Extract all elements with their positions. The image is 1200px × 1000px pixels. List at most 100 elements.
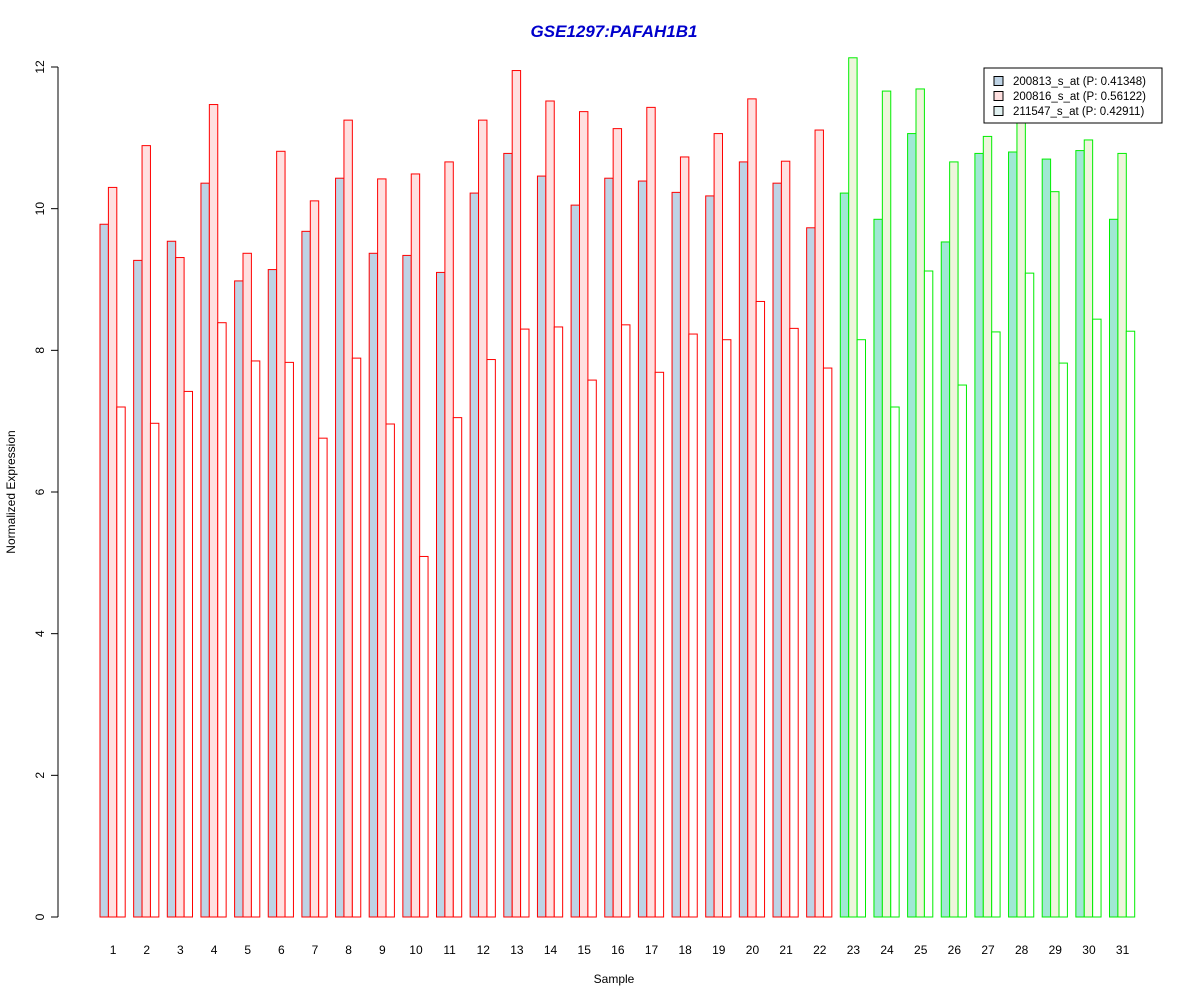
y-tick-label: 10: [33, 202, 47, 216]
bar-sample-3-series-3: [183, 390, 194, 918]
bar-sample-25-series-2: [915, 88, 925, 918]
x-tick-label: 13: [510, 943, 524, 957]
y-axis-label: Normalized Expression: [4, 430, 18, 553]
bar-sample-2-series-3: [149, 422, 160, 918]
bar-sample-13-series-2: [511, 70, 522, 918]
bar-sample-13-series-3: [520, 328, 530, 918]
bar-sample-29-series-3: [1058, 362, 1068, 918]
bar-sample-26-series-1: [940, 241, 951, 918]
bar-sample-19-series-1: [705, 195, 715, 918]
bar-sample-4-series-3: [217, 322, 227, 918]
x-tick-label: 20: [746, 943, 760, 957]
bar-sample-25-series-1: [907, 133, 917, 918]
bar-sample-16-series-3: [621, 324, 631, 918]
y-tick-label: 6: [33, 488, 47, 495]
bar-sample-24-series-3: [890, 406, 900, 918]
bar-sample-15-series-3: [587, 379, 597, 918]
bar-sample-6-series-3: [284, 361, 294, 918]
legend-swatch-3: [993, 106, 1004, 116]
y-tick-label: 8: [33, 347, 47, 354]
bar-sample-2-series-2: [141, 145, 151, 918]
bar-sample-3-series-1: [166, 240, 177, 918]
bar-sample-20-series-3: [755, 300, 766, 918]
bar-sample-18-series-3: [688, 333, 698, 918]
bar-sample-9-series-3: [385, 423, 395, 918]
legend-box: [983, 67, 1163, 124]
bar-sample-5-series-1: [234, 280, 244, 918]
bar-sample-11-series-2: [444, 161, 454, 918]
bar-sample-9-series-2: [377, 178, 387, 918]
bar-sample-31-series-1: [1109, 218, 1119, 918]
bar-sample-8-series-1: [335, 177, 345, 918]
bar-sample-16-series-1: [604, 177, 614, 918]
legend: 200813_s_at (P: 0.41348) 200816_s_at (P: …: [983, 67, 1163, 124]
bar-sample-23-series-2: [848, 57, 858, 918]
x-tick-label: 10: [409, 943, 423, 957]
bar-sample-29-series-1: [1041, 158, 1052, 918]
chart-title: GSE1297:PAFAH1B1: [531, 22, 698, 41]
bar-sample-27-series-3: [991, 331, 1001, 918]
bar-sample-24-series-2: [881, 90, 892, 918]
x-tick-label: 31: [1116, 943, 1130, 957]
bar-sample-10-series-2: [410, 173, 421, 918]
bar-sample-19-series-2: [713, 133, 723, 918]
bar-sample-12-series-1: [469, 192, 480, 918]
bar-sample-31-series-3: [1125, 330, 1136, 918]
x-tick-label: 9: [379, 943, 386, 957]
bar-sample-21-series-2: [780, 160, 791, 918]
bar-sample-16-series-2: [612, 128, 623, 918]
x-tick-label: 29: [1049, 943, 1063, 957]
x-axis-label: Sample: [594, 972, 635, 986]
x-tick-label: 30: [1082, 943, 1096, 957]
x-tick-label: 8: [345, 943, 352, 957]
bar-sample-6-series-2: [276, 150, 286, 918]
bar-sample-12-series-2: [478, 119, 488, 918]
bar-sample-11-series-1: [436, 271, 446, 918]
x-tick-label: 28: [1015, 943, 1029, 957]
x-tick-label: 5: [244, 943, 251, 957]
legend-label-3: 211547_s_at (P: 0.42911): [1013, 106, 1144, 118]
x-tick-label: 4: [211, 943, 218, 957]
bar-sample-1-series-1: [99, 223, 109, 918]
bar-sample-22-series-1: [806, 227, 816, 918]
bars: [99, 57, 1136, 918]
bar-sample-3-series-2: [175, 257, 185, 918]
bar-sample-30-series-3: [1092, 318, 1102, 918]
x-tick-label: 25: [914, 943, 928, 957]
bar-sample-20-series-1: [738, 161, 749, 918]
x-tick-label: 14: [544, 943, 558, 957]
y-tick-label: 2: [33, 772, 47, 779]
bar-sample-7-series-2: [309, 200, 320, 918]
bar-sample-20-series-2: [747, 98, 757, 918]
bar-sample-10-series-3: [419, 555, 429, 918]
x-tick-label: 6: [278, 943, 285, 957]
bar-sample-18-series-2: [679, 156, 690, 918]
bar-sample-27-series-2: [982, 135, 993, 918]
bar-sample-21-series-3: [789, 327, 799, 918]
bar-sample-8-series-3: [351, 357, 362, 918]
x-tick-label: 23: [847, 943, 861, 957]
bar-sample-26-series-3: [957, 384, 967, 918]
bar-sample-17-series-2: [646, 106, 656, 918]
bar-sample-2-series-1: [133, 259, 143, 918]
bar-sample-7-series-3: [318, 437, 328, 918]
x-tick-label: 17: [645, 943, 659, 957]
bar-sample-28-series-2: [1016, 116, 1026, 918]
x-axis-tick-labels: 1 2 3 4 5 6 7 8 9 10 11 12 13 14 15 16 17 18 19 20 21 22 23 24 2…: [110, 943, 1130, 957]
y-tick-label: 12: [33, 60, 47, 74]
bar-sample-31-series-2: [1117, 152, 1127, 918]
legend-label-2: 200816_s_at (P: 0.56122): [1013, 91, 1146, 103]
x-tick-label: 24: [880, 943, 894, 957]
bar-sample-23-series-3: [856, 339, 866, 918]
bar-sample-13-series-1: [503, 152, 513, 918]
x-tick-label: 18: [678, 943, 692, 957]
x-tick-label: 12: [477, 943, 491, 957]
bar-sample-12-series-3: [486, 359, 496, 918]
bar-sample-4-series-2: [208, 104, 219, 918]
bar-sample-28-series-1: [1008, 151, 1018, 918]
bar-sample-29-series-2: [1050, 191, 1060, 918]
bar-sample-1-series-3: [116, 406, 126, 918]
x-tick-label: 26: [948, 943, 962, 957]
bar-sample-22-series-2: [814, 129, 824, 918]
